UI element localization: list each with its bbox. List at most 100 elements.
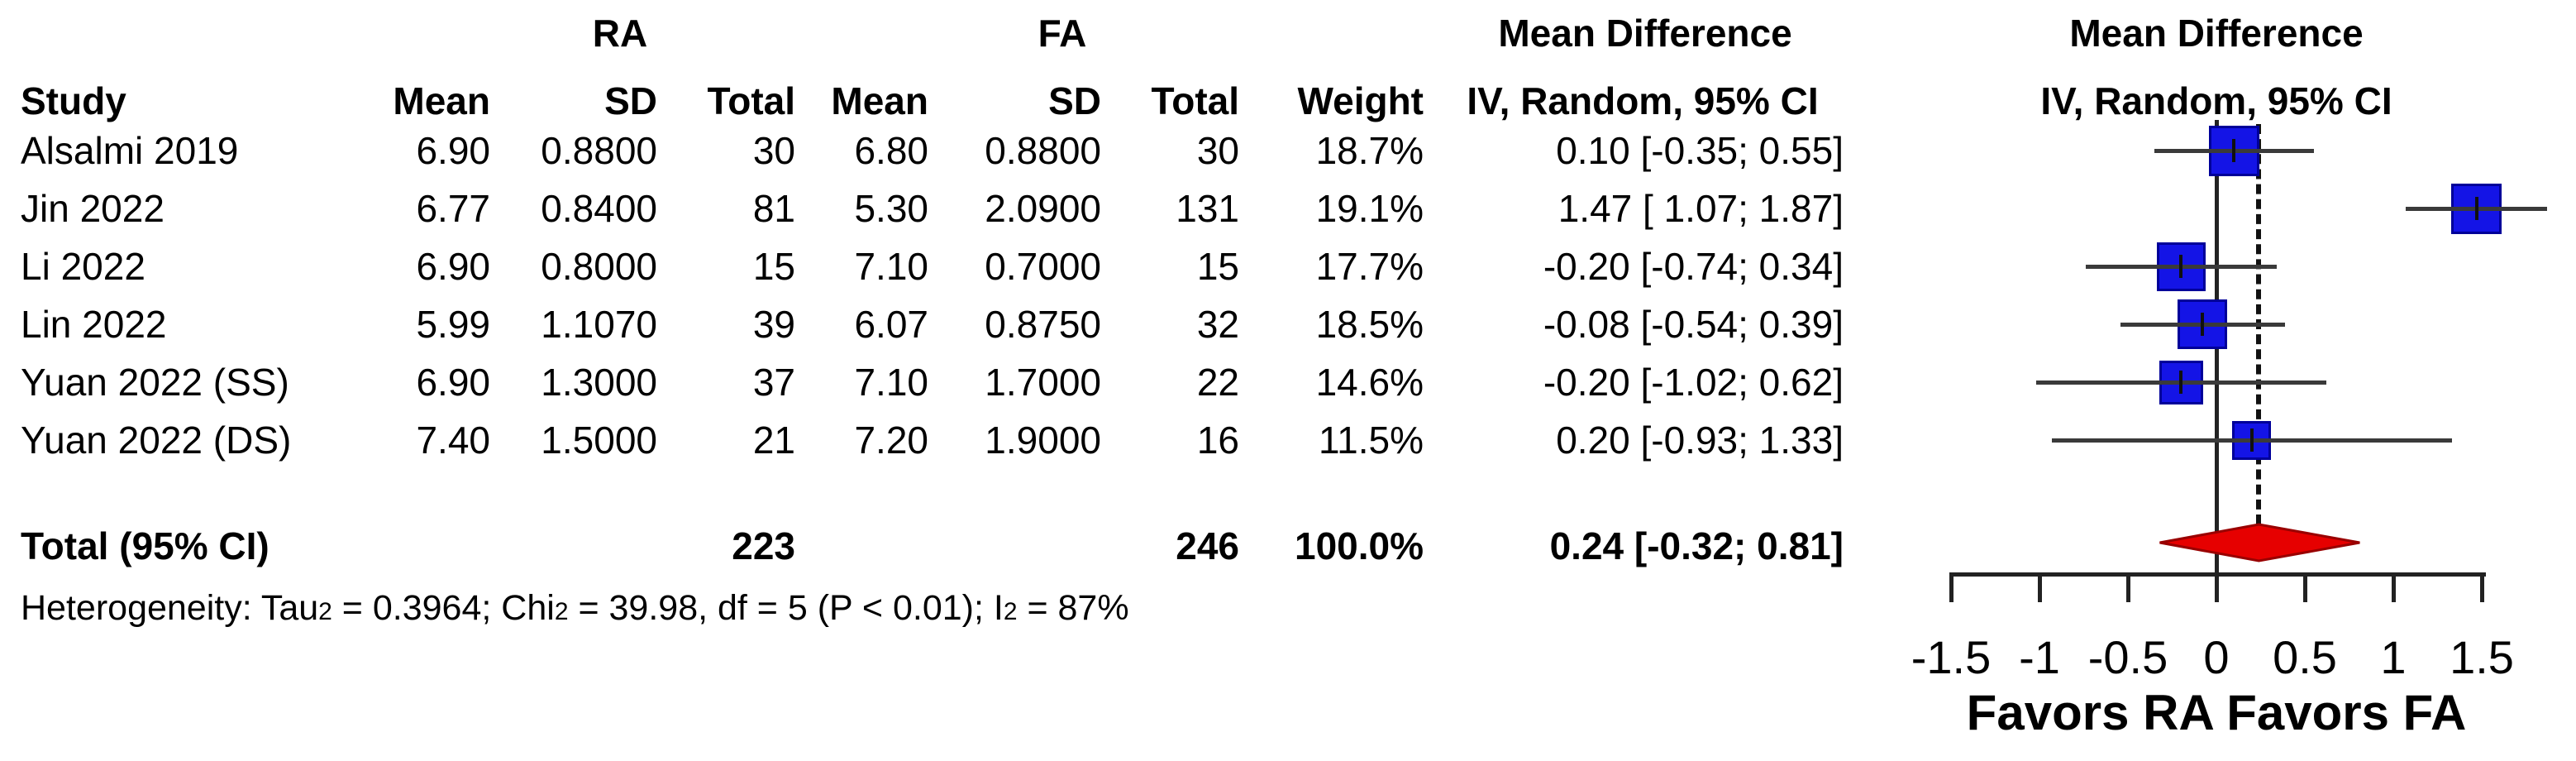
group-header-fa: FA (1038, 12, 1087, 55)
cell-fa_mean: 7.20 (854, 419, 928, 462)
cell-fa_sd: 2.0900 (985, 187, 1101, 230)
het-text: = 0.3964; Chi (332, 588, 555, 628)
cell-ra_mean: 5.99 (416, 303, 490, 346)
cell-fa_mean: 7.10 (854, 361, 928, 404)
x-axis-tick (2215, 572, 2219, 602)
group-header-ra: RA (592, 12, 648, 55)
cell-fa_sd: 1.9000 (985, 419, 1101, 462)
cell-ra_total: 39 (752, 303, 795, 346)
het-sup: 2 (318, 598, 332, 625)
cell-ra_sd: 1.3000 (541, 361, 657, 404)
point-estimate-tick (2179, 371, 2182, 394)
cell-fa_total: 16 (1196, 419, 1239, 462)
point-estimate-tick (2250, 428, 2254, 452)
het-text: = 39.98, df = 5 (P < 0.01); I (568, 588, 1004, 628)
cell-fa_mean: 6.07 (854, 303, 928, 346)
cell-ra_mean: 6.90 (416, 361, 490, 404)
cell-ra_sd: 0.8400 (541, 187, 657, 230)
cell-ra_mean: 6.90 (416, 245, 490, 288)
cell-ra_mean: 7.40 (416, 419, 490, 462)
total-fa-n: 246 (1176, 524, 1239, 567)
point-estimate-tick (2201, 313, 2204, 336)
x-axis-tick-label: 1 (2380, 631, 2407, 683)
x-axis-tick-label: 1.5 (2450, 631, 2514, 683)
cell-md: -0.20 [-1.02; 0.62] (1543, 361, 1844, 404)
point-estimate-tick (2179, 255, 2182, 278)
x-axis-tick (1949, 572, 1953, 602)
column-header-fa_mean: Mean (831, 79, 928, 122)
cell-study: Alsalmi 2019 (21, 129, 239, 172)
het-sup: 2 (554, 598, 569, 625)
cell-ra_sd: 0.8800 (541, 129, 657, 172)
column-header-fa_total: Total (1151, 79, 1239, 122)
cell-weight: 19.1% (1315, 187, 1424, 230)
cell-md: -0.08 [-0.54; 0.39] (1543, 303, 1844, 346)
md-column-header-subtitle: IV, Random, 95% CI (1467, 79, 1819, 122)
cell-fa_mean: 5.30 (854, 187, 928, 230)
het-text: = 87% (1017, 588, 1129, 628)
column-header-study: Study (21, 79, 126, 122)
cell-fa_total: 30 (1196, 129, 1239, 172)
cell-study: Jin 2022 (21, 187, 165, 230)
cell-fa_sd: 0.8750 (985, 303, 1101, 346)
cell-ra_total: 15 (752, 245, 795, 288)
cell-md: 0.10 [-0.35; 0.55] (1556, 129, 1844, 172)
x-axis-tick (2038, 572, 2042, 602)
x-axis-tick-label: -1 (2019, 631, 2060, 683)
cell-fa_mean: 6.80 (854, 129, 928, 172)
het-text: Heterogeneity: Tau (21, 588, 319, 628)
favors-axis-label: Favors RA Favors FA (1966, 685, 2467, 740)
cell-ra_sd: 1.5000 (541, 419, 657, 462)
heterogeneity-note: Heterogeneity: Tau2 = 0.3964; Chi2 = 39.… (21, 579, 1129, 637)
cell-fa_mean: 7.10 (854, 245, 928, 288)
cell-ra_total: 30 (752, 129, 795, 172)
plot-title: Mean Difference (2069, 12, 2364, 55)
cell-fa_sd: 1.7000 (985, 361, 1101, 404)
cell-ra_total: 81 (752, 187, 795, 230)
cell-ra_sd: 0.8000 (541, 245, 657, 288)
x-axis-tick (2392, 572, 2396, 602)
cell-fa_total: 131 (1176, 187, 1239, 230)
cell-ra_mean: 6.90 (416, 129, 490, 172)
point-estimate-tick (2475, 197, 2478, 220)
cell-md: 0.20 [-0.93; 1.33] (1556, 419, 1844, 462)
total-ra-n: 223 (732, 524, 795, 567)
cell-fa_total: 32 (1196, 303, 1239, 346)
x-axis-tick (2303, 572, 2307, 602)
column-header-ra_mean: Mean (393, 79, 490, 122)
column-header-fa_sd: SD (1048, 79, 1101, 122)
cell-ra_total: 21 (752, 419, 795, 462)
cell-fa_sd: 0.7000 (985, 245, 1101, 288)
total-row-label: Total (95% CI) (21, 524, 270, 567)
cell-weight: 17.7% (1315, 245, 1424, 288)
x-axis-tick-label: 0.5 (2273, 631, 2337, 683)
point-estimate-tick (2232, 139, 2235, 162)
column-header-ra_sd: SD (604, 79, 657, 122)
cell-weight: 18.5% (1315, 303, 1424, 346)
x-axis-tick-label: -0.5 (2087, 631, 2168, 683)
x-axis-tick (2480, 572, 2484, 602)
cell-ra_sd: 1.1070 (541, 303, 657, 346)
x-axis-tick-label: 0 (2203, 631, 2230, 683)
cell-fa_total: 22 (1196, 361, 1239, 404)
column-header-weight: Weight (1297, 79, 1424, 122)
cell-weight: 11.5% (1318, 419, 1424, 462)
cell-study: Yuan 2022 (DS) (21, 419, 292, 462)
het-sup: 2 (1003, 598, 1018, 625)
cell-md: 1.47 [ 1.07; 1.87] (1558, 187, 1844, 230)
pooled-diamond (2159, 523, 2360, 562)
cell-ra_total: 37 (752, 361, 795, 404)
cell-study: Li 2022 (21, 245, 145, 288)
total-md-ci: 0.24 [-0.32; 0.81] (1549, 524, 1844, 567)
cell-weight: 18.7% (1315, 129, 1424, 172)
cell-study: Yuan 2022 (SS) (21, 361, 289, 404)
plot-subtitle: IV, Random, 95% CI (2040, 79, 2392, 122)
cell-fa_sd: 0.8800 (985, 129, 1101, 172)
column-header-ra_total: Total (707, 79, 795, 122)
cell-ra_mean: 6.77 (416, 187, 490, 230)
cell-weight: 14.6% (1315, 361, 1424, 404)
md-column-header-title: Mean Difference (1498, 12, 1792, 55)
cell-study: Lin 2022 (21, 303, 167, 346)
x-axis-tick (2126, 572, 2130, 602)
